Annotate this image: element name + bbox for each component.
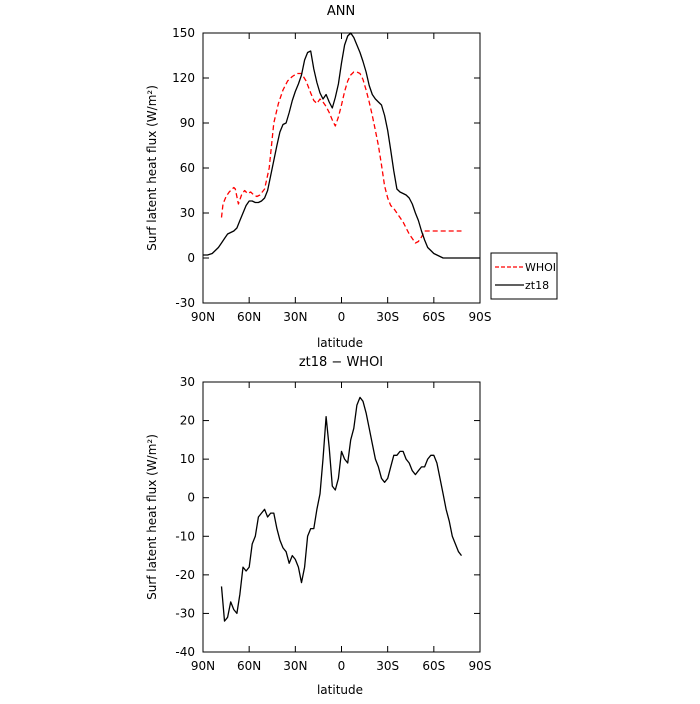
y-axis-label: Surf latent heat flux (W/m²) <box>145 85 159 251</box>
y-tick-label: 0 <box>187 491 195 505</box>
legend-label-zt18: zt18 <box>525 279 549 292</box>
x-tick-label: 90S <box>469 659 492 673</box>
legend-label-whoi: WHOI <box>525 261 556 274</box>
x-tick-label: 30N <box>283 310 307 324</box>
x-tick-label: 0 <box>338 659 346 673</box>
x-tick-label: 60N <box>237 310 261 324</box>
x-tick-label: 0 <box>338 310 346 324</box>
y-tick-label: 150 <box>172 26 195 40</box>
y-tick-label: -30 <box>175 606 195 620</box>
y-axis-label: Surf latent heat flux (W/m²) <box>145 434 159 600</box>
x-tick-label: 90N <box>191 310 215 324</box>
x-tick-label: 90S <box>469 310 492 324</box>
axis-ticks: -30 0 30 60 90 120 150 90N 60N 30N 0 30S 60S 90S <box>172 26 491 324</box>
y-tick-label: 120 <box>172 71 195 85</box>
series-line-zt18 <box>203 32 480 259</box>
y-tick-label: 10 <box>180 452 195 466</box>
y-tick-label: -10 <box>175 529 195 543</box>
y-tick-label: -20 <box>175 568 195 582</box>
x-axis-label: latitude <box>317 683 363 697</box>
y-tick-label: 30 <box>180 206 195 220</box>
x-tick-label: 60S <box>422 310 445 324</box>
axis-ticks: -40 -30 -20 -10 0 10 20 30 90N 60N 30N 0 30S 60S 90S <box>175 375 491 673</box>
series-lines <box>203 32 480 259</box>
x-tick-label: 30N <box>283 659 307 673</box>
y-tick-label: 60 <box>180 161 195 175</box>
y-tick-label: 0 <box>187 251 195 265</box>
x-tick-label: 60N <box>237 659 261 673</box>
panel-title: ANN <box>327 4 355 19</box>
y-tick-label: -40 <box>175 645 195 659</box>
x-tick-label: 30S <box>376 310 399 324</box>
x-axis-label: latitude <box>317 336 363 350</box>
series-lines <box>220 396 463 622</box>
series-line-difference <box>220 396 463 622</box>
y-tick-label: 20 <box>180 414 195 428</box>
panel-annual: ANN latitude Surf latent heat flux (W/m²… <box>145 4 491 350</box>
panel-difference: zt18 − WHOI latitude Surf latent heat fl… <box>145 355 491 697</box>
plot-frame <box>202 381 481 653</box>
series-line-whoi <box>220 71 462 244</box>
y-tick-label: -30 <box>175 296 195 310</box>
x-tick-label: 60S <box>422 659 445 673</box>
x-tick-label: 30S <box>376 659 399 673</box>
x-tick-label: 90N <box>191 659 215 673</box>
legend: WHOI zt18 <box>490 252 558 300</box>
y-tick-label: 90 <box>180 116 195 130</box>
panel-title: zt18 − WHOI <box>299 355 383 370</box>
plot-frame <box>202 32 481 304</box>
legend-box <box>490 252 558 300</box>
y-tick-label: 30 <box>180 375 195 389</box>
